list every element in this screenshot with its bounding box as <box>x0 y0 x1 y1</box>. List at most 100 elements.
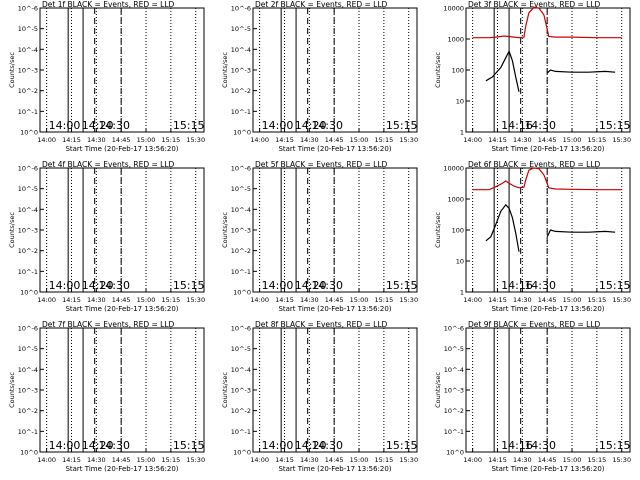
y-tick-label: 10^-1 <box>18 428 38 436</box>
x-tick-label: 15:00 <box>563 136 582 144</box>
x-tick-label: 14:00 <box>250 136 269 144</box>
y-tick-label: 10^-3 <box>18 67 38 75</box>
marker-s: 14:30 <box>524 119 556 132</box>
x-tick-label: 15:15 <box>588 296 607 304</box>
y-tick-label: 10^-6 <box>231 165 251 173</box>
marker-s: 14:30 <box>311 119 343 132</box>
y-axis-label: Counts/sec <box>8 372 16 408</box>
y-tick-label: 10^-1 <box>231 268 251 276</box>
marker-e: 15:15 <box>173 279 205 292</box>
x-tick-label: 14:00 <box>463 456 482 464</box>
y-tick-label: 10^0 <box>20 449 38 457</box>
x-tick-label: 14:45 <box>538 456 557 464</box>
x-tick-label: 14:30 <box>513 136 532 144</box>
y-axis-label: Counts/sec <box>221 372 229 408</box>
x-tick-label: 15:15 <box>162 456 181 464</box>
marker-f: 14:20 <box>295 279 327 292</box>
panel-title: Det 1f BLACK = Events, RED = LLD <box>42 0 175 9</box>
y-tick-label: 10^0 <box>20 129 38 137</box>
x-tick-label: 14:00 <box>37 296 56 304</box>
x-tick-label: 14:00 <box>463 136 482 144</box>
x-axis-label: Start Time (20-Feb-17 13:56:20) <box>65 465 178 473</box>
x-tick-label: 15:00 <box>137 456 156 464</box>
x-axis-label: Start Time (20-Feb-17 13:56:20) <box>65 145 178 153</box>
detector-panel-9: Det 9f BLACK = Events, RED = LLD Counts/s… <box>434 320 631 473</box>
x-tick-label: 14:45 <box>325 136 344 144</box>
x-tick-label: 15:30 <box>399 296 418 304</box>
x-tick-label: 14:15 <box>488 296 507 304</box>
x-tick-label: 15:30 <box>399 136 418 144</box>
plot-frame <box>252 327 418 453</box>
x-tick-label: 14:15 <box>275 136 294 144</box>
x-tick-label: 14:15 <box>275 296 294 304</box>
y-tick-label: 10^-4 <box>231 206 251 214</box>
x-tick-label: 15:30 <box>186 136 205 144</box>
y-tick-label: 10^-6 <box>18 325 38 333</box>
panel-title: Det 6f BLACK = Events, RED = LLD <box>468 160 601 169</box>
y-tick-label: 10^-3 <box>231 227 251 235</box>
lld-series-line <box>472 167 622 191</box>
y-tick-label: 1000 <box>447 36 464 44</box>
x-axis-label: Start Time (20-Feb-17 13:56:20) <box>278 145 391 153</box>
x-axis-label: Start Time (20-Feb-17 13:56:20) <box>491 145 604 153</box>
y-tick-label: 10 <box>456 98 464 106</box>
marker-s: 14:30 <box>524 279 556 292</box>
marker-f: 14:20 <box>295 439 327 452</box>
marker-e: 14:00 <box>49 279 81 292</box>
marker-f: 14:20 <box>295 119 327 132</box>
x-tick-label: 15:00 <box>350 296 369 304</box>
y-tick-label: 100 <box>452 67 464 75</box>
marker-e: 15:15 <box>599 439 631 452</box>
x-tick-label: 14:30 <box>300 136 319 144</box>
y-tick-label: 10^-5 <box>18 185 38 193</box>
panel-title: Det 4f BLACK = Events, RED = LLD <box>42 160 175 169</box>
marker-s: 14:30 <box>98 439 130 452</box>
events-series-line <box>546 69 616 74</box>
x-tick-label: 14:30 <box>87 136 106 144</box>
x-tick-label: 14:30 <box>513 296 532 304</box>
y-tick-label: 10^-2 <box>18 87 38 95</box>
y-tick-label: 10^-6 <box>444 325 464 333</box>
marker-s: 14:30 <box>524 439 556 452</box>
detector-panel-1: Det 1f BLACK = Events, RED = LLD Counts/s… <box>8 0 205 153</box>
x-tick-label: 14:15 <box>62 296 81 304</box>
marker-e: 15:15 <box>173 119 205 132</box>
x-tick-label: 15:30 <box>612 456 631 464</box>
panel-title: Det 7f BLACK = Events, RED = LLD <box>42 320 175 329</box>
x-tick-label: 14:45 <box>538 296 557 304</box>
x-axis-label: Start Time (20-Feb-17 13:56:20) <box>491 305 604 313</box>
x-tick-label: 15:30 <box>186 296 205 304</box>
y-tick-label: 10^-1 <box>18 268 38 276</box>
x-tick-label: 14:30 <box>513 456 532 464</box>
x-tick-label: 15:30 <box>612 136 631 144</box>
y-tick-label: 1000 <box>447 196 464 204</box>
x-tick-label: 14:15 <box>62 136 81 144</box>
x-tick-label: 14:00 <box>463 296 482 304</box>
x-tick-label: 14:45 <box>112 456 131 464</box>
y-tick-label: 10^0 <box>20 289 38 297</box>
y-tick-label: 10^-6 <box>18 5 38 13</box>
detector-panel-7: Det 7f BLACK = Events, RED = LLD Counts/s… <box>8 320 205 473</box>
y-tick-label: 10 <box>456 258 464 266</box>
x-axis-label: Start Time (20-Feb-17 13:56:20) <box>491 465 604 473</box>
x-tick-label: 14:15 <box>488 456 507 464</box>
y-tick-label: 10^-4 <box>231 366 251 374</box>
y-tick-label: 10^-1 <box>444 428 464 436</box>
y-axis-label: Counts/sec <box>8 52 16 88</box>
x-tick-label: 15:15 <box>588 136 607 144</box>
x-tick-label: 15:00 <box>350 456 369 464</box>
x-tick-label: 15:00 <box>137 296 156 304</box>
x-axis-label: Start Time (20-Feb-17 13:56:20) <box>278 305 391 313</box>
y-tick-label: 10^-5 <box>444 345 464 353</box>
plot-frame <box>465 7 631 133</box>
detector-panel-4: Det 4f BLACK = Events, RED = LLD Counts/s… <box>8 160 205 313</box>
x-tick-label: 15:30 <box>612 296 631 304</box>
y-tick-label: 10^0 <box>233 289 251 297</box>
marker-e: 15:15 <box>599 279 631 292</box>
marker-e: 14:00 <box>262 439 294 452</box>
plot-frame <box>39 327 205 453</box>
y-axis-label: Counts/sec <box>221 52 229 88</box>
y-tick-label: 10^-1 <box>231 108 251 116</box>
detector-panel-2: Det 2f BLACK = Events, RED = LLD Counts/s… <box>221 0 418 153</box>
marker-e: 15:15 <box>599 119 631 132</box>
